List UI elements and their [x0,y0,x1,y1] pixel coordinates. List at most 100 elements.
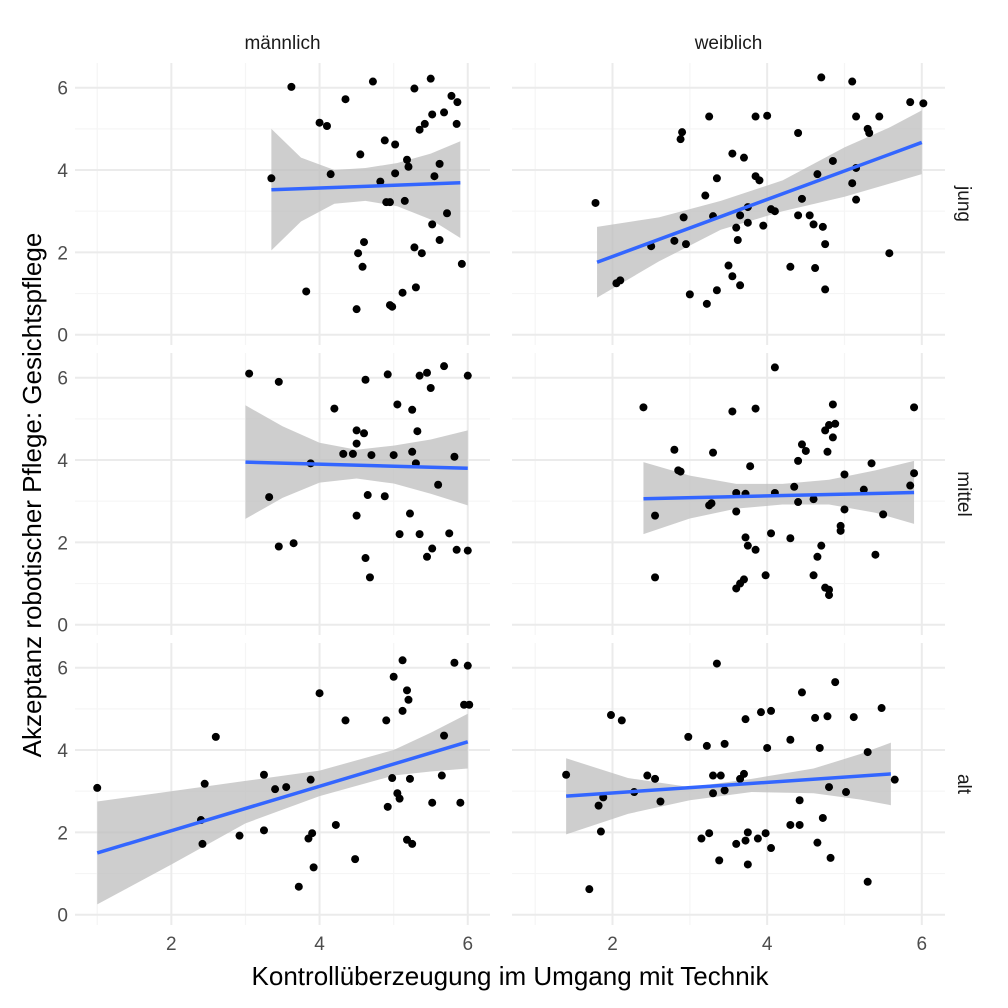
data-point [910,469,919,478]
data-point [906,98,915,107]
data-point [709,771,718,780]
panel-männlich-jung: 0 2 4 6 [57,63,490,347]
data-point [797,440,806,449]
y-tick-label: 6 [57,79,68,100]
data-point [743,828,752,837]
data-point [651,511,660,520]
y-tick-label: 0 [57,906,68,927]
data-point [728,407,737,416]
data-point [759,221,768,230]
data-point [259,770,268,779]
facet-strip-alt: alt [953,774,974,795]
data-point [656,797,665,806]
data-point [395,530,404,539]
data-point [813,838,822,847]
data-point [267,174,276,183]
data-point [423,368,432,377]
data-point [428,220,437,229]
y-tick-label: 6 [57,659,68,680]
data-point [739,153,748,162]
data-point [428,798,437,807]
data-point [732,839,741,848]
data-point [739,769,748,778]
data-point [339,449,348,458]
data-point [428,110,437,119]
data-point [679,213,688,222]
x-tick-label: 2 [166,934,177,955]
data-point [306,775,315,784]
panel-männlich-mittel: 0 2 4 6 [57,353,490,637]
data-point [863,877,872,886]
data-point [840,505,849,514]
data-point [795,820,804,829]
data-point [676,135,685,144]
data-point [786,735,795,744]
data-point [709,789,718,798]
data-point [596,827,605,836]
data-point [825,421,834,430]
data-point [852,112,861,121]
data-point [388,302,397,311]
data-point [315,118,324,127]
data-point [877,704,886,713]
x-tick-label: 4 [314,934,325,955]
data-point [437,771,446,780]
data-point [712,286,721,295]
data-point [767,844,776,853]
data-point [453,98,462,107]
data-point [817,73,826,82]
data-point [398,656,407,665]
data-point [435,159,444,168]
y-axis-title: Akzeptanz robotischer Pflege: Gesichtspf… [17,233,47,758]
data-point [562,770,571,779]
y-tick-label: 0 [57,616,68,637]
data-point [761,571,770,580]
data-point [363,491,372,500]
y-tick-label: 2 [57,823,68,844]
data-point [818,222,827,231]
data-point [643,771,652,780]
data-point [352,439,361,448]
data-point [383,802,392,811]
data-point [685,290,694,299]
data-point [821,285,830,294]
data-point [360,238,369,247]
data-point [403,155,411,164]
data-point [294,882,303,891]
data-point [848,179,857,188]
data-point [287,82,296,91]
data-point [445,529,454,538]
data-point [398,288,407,297]
data-point [865,128,874,137]
x-tick-label: 6 [917,934,928,955]
data-point [404,695,413,704]
data-point [676,467,685,476]
data-point [823,712,832,721]
data-point [591,198,600,207]
data-point [380,492,389,501]
data-point [417,249,426,258]
data-point [746,462,755,471]
data-point [867,459,876,468]
data-point [435,236,444,245]
data-point [616,276,625,285]
data-point [450,658,459,667]
data-point [755,176,764,185]
data-point [811,713,820,722]
data-point [367,451,376,460]
data-point [823,447,832,456]
data-point [358,262,367,271]
data-point [351,855,360,864]
data-point [420,119,429,128]
data-point [302,287,311,296]
data-point [326,170,335,179]
x-tick-label: 4 [762,934,773,955]
data-point [330,404,339,413]
data-point [767,529,776,538]
data-point [681,240,690,249]
data-point [831,419,840,428]
panel-weiblich-alt: 2 4 6 [512,643,945,955]
y-tick-label: 4 [57,451,68,472]
data-point [684,732,693,741]
data-point [910,403,919,412]
